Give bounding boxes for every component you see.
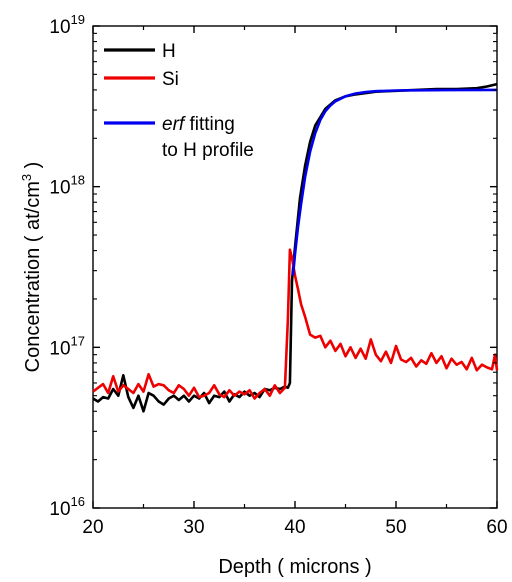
legend-label-erf-italic: erf (162, 114, 186, 135)
y-axis-title-superscript: 3 (19, 174, 34, 181)
series-line-si (92, 248, 499, 400)
x-tick-label: 40 (284, 517, 305, 538)
ticks-layer: 20 30 40 50 60 1016 1017 1018 1019 (49, 12, 507, 538)
y-tick-label: 1017 (49, 333, 85, 359)
series-layer (92, 82, 499, 413)
legend: H Si erf fitting to H profile (104, 41, 254, 161)
legend-label-si: Si (162, 69, 179, 90)
legend-label-h: H (162, 41, 176, 62)
series-line-erf-fitting-to-h-profile (291, 88, 498, 276)
y-tick-label: 1018 (49, 173, 85, 199)
y-axis-title-main: Concentration ( at/cm (22, 181, 44, 372)
legend-label-erf: erf fitting (162, 114, 235, 135)
legend-label-erf-line2: to H profile (162, 140, 254, 161)
y-axis-title-end: ) (22, 162, 44, 174)
x-tick-label: 60 (486, 517, 507, 538)
legend-label-erf-rest: fitting (184, 114, 235, 135)
x-tick-label: 30 (183, 517, 204, 538)
x-tick-label: 50 (385, 517, 406, 538)
y-axis-title: Concentration ( at/cm3 ) (19, 162, 44, 373)
x-axis-title: Depth ( microns ) (218, 556, 371, 578)
y-tick-label: 1016 (49, 494, 85, 520)
x-tick-label: 20 (82, 517, 103, 538)
y-tick-label: 1019 (49, 12, 85, 38)
